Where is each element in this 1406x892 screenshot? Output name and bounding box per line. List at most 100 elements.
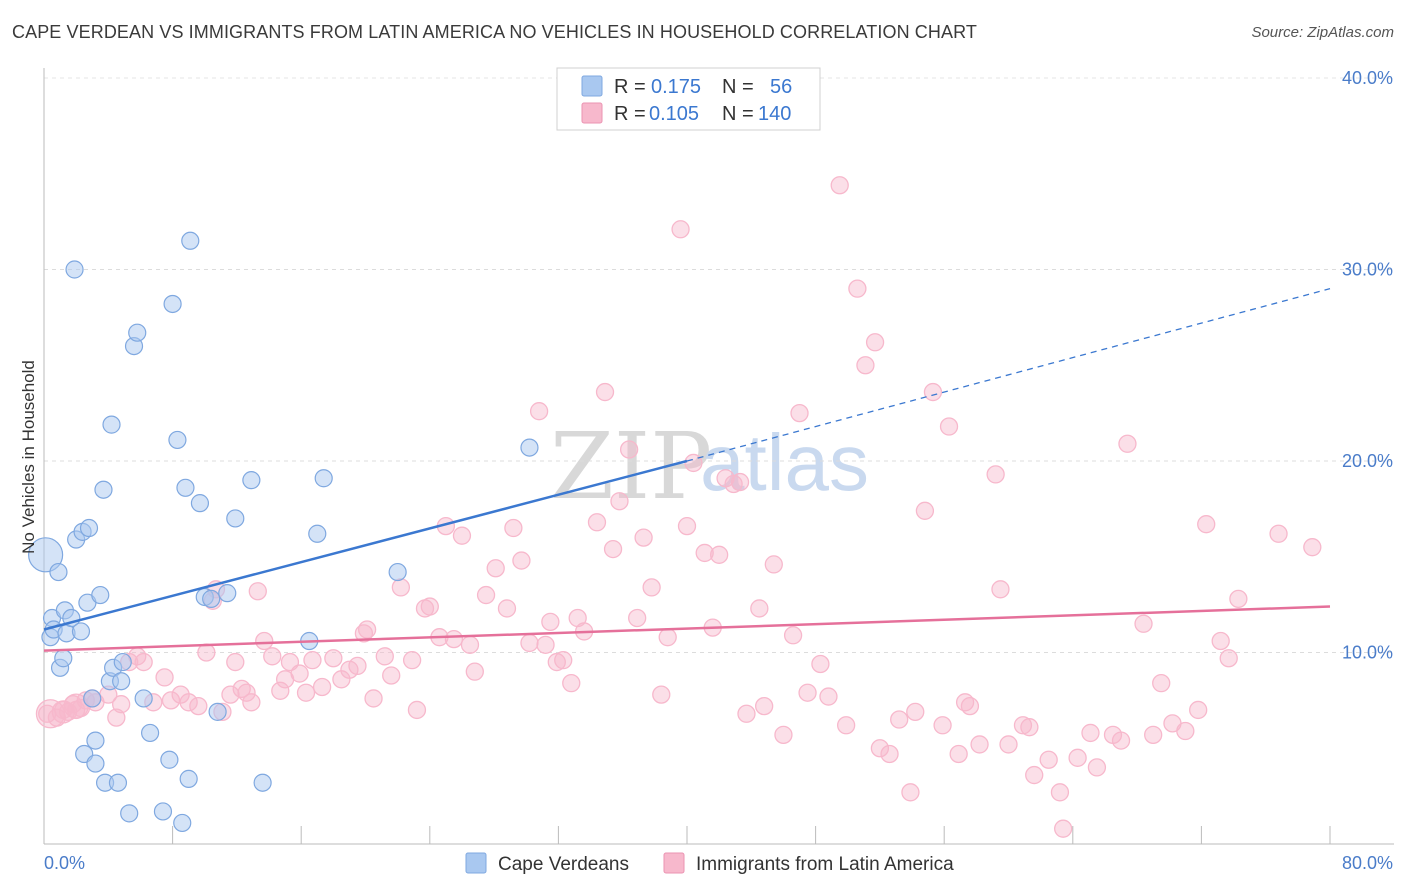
cape-verdean-point xyxy=(520,438,539,457)
latin-america-point xyxy=(819,687,838,706)
bottom-legend-label-pink: Immigrants from Latin America xyxy=(696,854,954,875)
latin-america-point xyxy=(476,585,496,605)
latin-america-point xyxy=(1144,725,1163,744)
latin-america-point xyxy=(856,356,875,375)
latin-america-point xyxy=(547,652,566,672)
bottom-legend: Cape Verdeans Immigrants from Latin Amer… xyxy=(465,852,954,875)
latin-america-point xyxy=(1229,589,1248,609)
latin-america-point xyxy=(504,518,523,538)
latin-america-point xyxy=(161,691,181,710)
latin-america-point xyxy=(865,333,885,352)
gridlines xyxy=(44,77,1394,653)
latin-america-point xyxy=(906,702,925,722)
latin-america-point xyxy=(107,708,126,727)
latin-america-point xyxy=(134,652,153,672)
y-tick-label: 20.0% xyxy=(1342,451,1393,471)
cape-verdean-point xyxy=(134,689,153,708)
cape-verdean-point xyxy=(163,294,182,314)
watermark-atlas: atlas xyxy=(700,418,869,507)
latin-america-point xyxy=(197,643,216,662)
latin-america-point xyxy=(375,647,394,666)
cape-verdean-point xyxy=(308,524,327,543)
latin-america-point xyxy=(870,739,890,758)
legend-r-value-1: 0.175 xyxy=(651,76,701,98)
latin-america-point xyxy=(915,501,935,520)
latin-america-point xyxy=(755,696,774,716)
latin-america-point xyxy=(324,649,343,668)
latin-america-point xyxy=(460,635,480,654)
latin-america-point xyxy=(619,440,639,459)
legend-n-value-2: 140 xyxy=(758,103,791,125)
latin-america-point xyxy=(949,744,968,764)
latin-america-point xyxy=(923,382,943,402)
latin-america-point xyxy=(248,582,267,601)
cape-verdean-point xyxy=(112,672,131,691)
latin-america-point xyxy=(402,651,422,670)
latin-america-point xyxy=(1269,524,1288,543)
cape-verdean-point xyxy=(226,509,245,528)
latin-america-point xyxy=(242,693,261,712)
latin-america-point xyxy=(1152,673,1171,693)
cape-verdean-point xyxy=(94,480,113,499)
cape-verdean-trend-line xyxy=(43,459,688,631)
cape-verdean-point xyxy=(242,471,261,490)
latin-america-point xyxy=(652,685,671,704)
latin-america-point xyxy=(783,626,803,645)
latin-america-point xyxy=(189,696,208,716)
latin-america-point xyxy=(695,543,714,563)
latin-america-point xyxy=(465,662,484,681)
latin-america-point xyxy=(642,578,661,597)
latin-america-point xyxy=(1013,716,1033,735)
latin-america-point xyxy=(155,668,174,687)
latin-america-point xyxy=(562,673,581,693)
cape-verdean-point xyxy=(65,260,84,279)
latin-america-point xyxy=(1134,614,1153,633)
cape-verdean-point xyxy=(153,802,173,821)
cape-verdean-point xyxy=(71,622,91,641)
cape-verdean-point xyxy=(208,702,227,721)
bottom-legend-swatch-pink xyxy=(663,852,685,874)
latin-america-point xyxy=(603,539,623,559)
latin-america-point xyxy=(774,725,793,744)
y-tick-label: 30.0% xyxy=(1342,260,1393,280)
latin-america-point xyxy=(290,664,309,683)
latin-america-point xyxy=(529,402,549,421)
legend: R = 0.175 N = 56 R = 0.105 N = 140 xyxy=(556,67,821,131)
latin-america-point xyxy=(348,656,367,676)
cape-verdean-point xyxy=(388,562,407,582)
cape-verdean-point xyxy=(168,430,187,450)
cape-verdean-point xyxy=(160,750,179,769)
legend-r-label-2: R = xyxy=(614,103,646,125)
latin-america-point xyxy=(541,612,560,632)
latin-america-point xyxy=(486,559,505,578)
bottom-legend-label-blue: Cape Verdeans xyxy=(498,854,629,875)
latin-america-point xyxy=(901,783,920,802)
latin-america-point xyxy=(991,580,1010,599)
latin-america-point xyxy=(836,716,856,735)
latin-america-point xyxy=(263,647,282,666)
latin-america-point xyxy=(237,683,256,702)
cape-verdean-trend-extension xyxy=(686,288,1331,462)
latin-america-point xyxy=(628,608,647,628)
latin-america-point xyxy=(407,700,427,720)
bottom-legend-swatch-blue xyxy=(465,852,487,874)
latin-america-point xyxy=(364,689,383,708)
latin-america-point xyxy=(634,528,653,547)
latin-america-point xyxy=(658,628,677,647)
latin-america-point xyxy=(1211,631,1230,651)
cape-verdean-point xyxy=(102,415,121,434)
cape-verdean-point xyxy=(83,689,102,708)
cape-verdean-point xyxy=(79,518,99,538)
y-tick-label: 10.0% xyxy=(1342,643,1393,663)
latin-america-point xyxy=(391,578,411,597)
x-tick-label: 80.0% xyxy=(1342,853,1393,873)
cape-verdean-point xyxy=(28,537,64,573)
latin-america-point xyxy=(1087,758,1107,777)
latin-america-point xyxy=(1081,723,1100,743)
trend-lines xyxy=(43,288,1331,652)
latin-america-point xyxy=(710,545,729,564)
latin-america-point xyxy=(303,651,322,670)
latin-america-point xyxy=(1176,721,1195,741)
latin-america-point xyxy=(798,683,817,702)
